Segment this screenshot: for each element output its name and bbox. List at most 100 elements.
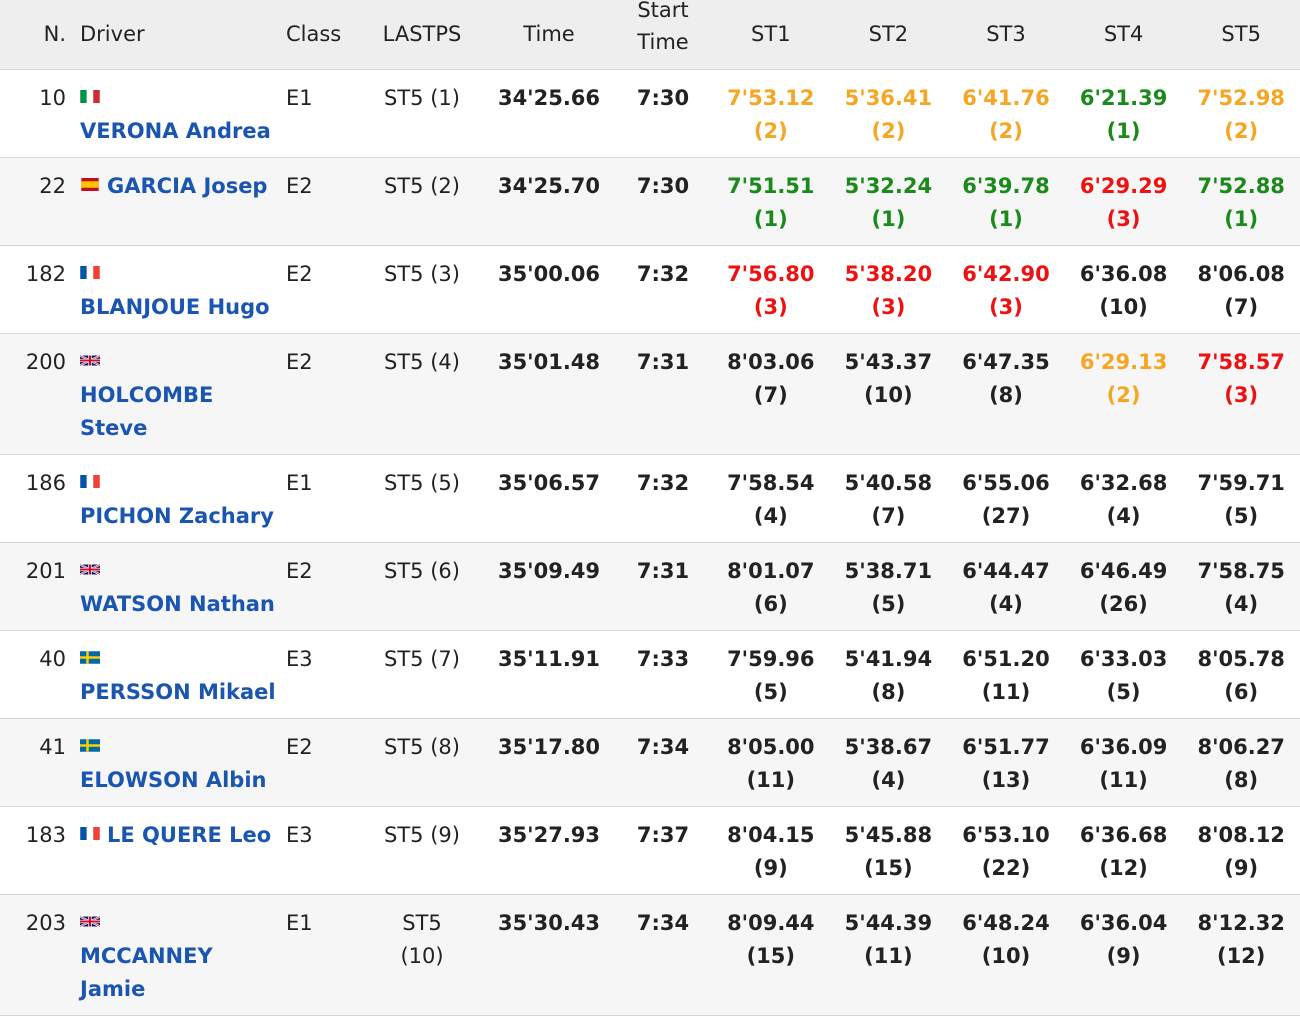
header-time[interactable]: Time xyxy=(484,0,614,70)
stage-2-cell: 5'36.41 (2) xyxy=(830,69,948,157)
stage-2-cell: 5'32.24 (1) xyxy=(830,157,948,245)
header-num[interactable]: N. xyxy=(0,0,76,70)
total-time: 35'00.06 xyxy=(497,261,601,286)
stage-time: 6'46.49 xyxy=(1079,558,1168,583)
stage-time: 7'52.98 xyxy=(1197,85,1285,110)
start-time: 7:30 xyxy=(636,85,690,110)
stage-time: 6'47.35 xyxy=(962,349,1050,374)
header-st2[interactable]: ST2 xyxy=(829,0,948,70)
stage-2-cell: 5'43.37 (10) xyxy=(830,333,948,454)
driver-link[interactable]: VERONA Andrea xyxy=(80,118,271,143)
stage-time: 8'12.32 xyxy=(1197,910,1285,935)
france-flag-icon xyxy=(80,827,100,840)
car-number: 40 xyxy=(39,646,66,671)
stage-position: (11) xyxy=(981,679,1031,704)
table-header-row: N. Driver Class LASTPS Time Start Time S… xyxy=(0,0,1300,70)
spain-flag-icon xyxy=(80,178,100,191)
total-time: 35'01.48 xyxy=(497,349,601,374)
stage-4-cell: 6'36.08 (10) xyxy=(1065,245,1183,333)
start-time: 7:32 xyxy=(636,261,690,286)
stage-position: (2) xyxy=(1224,118,1259,143)
table-row: 10 VERONA Andrea E1 ST5 (1) 34'25.66 7:30 7'53… xyxy=(0,69,1300,157)
stage-position: (11) xyxy=(746,767,795,792)
stage-position: (3) xyxy=(989,294,1023,319)
car-number: 41 xyxy=(39,734,66,759)
driver-link[interactable]: MCCANNEY Jamie xyxy=(80,943,213,1001)
header-st3[interactable]: ST3 xyxy=(947,0,1065,70)
stage-2-cell: 5'45.88 (15) xyxy=(830,806,948,894)
stage-time: 5'45.88 xyxy=(844,822,933,847)
stage-time: 6'44.47 xyxy=(962,558,1050,583)
header-start-time[interactable]: Start Time xyxy=(614,0,712,70)
total-time: 35'06.57 xyxy=(497,470,601,495)
total-time: 34'25.70 xyxy=(497,173,601,198)
driver-link[interactable]: LE QUERE Leo xyxy=(107,822,272,847)
stage-1-cell: 7'59.96 (5) xyxy=(712,630,830,718)
stage-1-cell: 8'05.00 (11) xyxy=(712,718,830,806)
driver-cell: PERSSON Mikael xyxy=(76,630,282,718)
header-lastps[interactable]: LASTPS xyxy=(360,0,484,70)
driver-link[interactable]: GARCIA Josep xyxy=(107,173,268,198)
stage-5-cell: 7'52.98 (2) xyxy=(1182,69,1300,157)
table-row: 200 HOLCOMBE Steve E2 ST5 (4) 35'01.48 7:31 8'… xyxy=(0,333,1300,454)
stage-time: 6'39.78 xyxy=(962,173,1050,198)
driver-link[interactable]: WATSON Nathan xyxy=(80,591,275,616)
stage-5-cell: 8'08.12 (9) xyxy=(1182,806,1300,894)
stage-position: (8) xyxy=(1224,767,1259,792)
stage-position: (3) xyxy=(1106,206,1141,231)
stage-3-cell: 6'48.24 (10) xyxy=(947,894,1065,1015)
start-time: 7:30 xyxy=(636,173,690,198)
stage-time: 6'36.04 xyxy=(1079,910,1168,935)
stage-time: 6'32.68 xyxy=(1079,470,1168,495)
stage-position: (3) xyxy=(871,294,906,319)
stage-3-cell: 6'53.10 (22) xyxy=(947,806,1065,894)
stage-3-cell: 6'42.90 (3) xyxy=(947,245,1065,333)
stage-4-cell: 6'36.09 (11) xyxy=(1065,718,1183,806)
driver-cell: VERONA Andrea xyxy=(76,69,282,157)
stage-position: (13) xyxy=(981,767,1031,792)
table-row: 203 MCCANNEY Jamie E1 ST5 (10) 35'30.43 7:34 8… xyxy=(0,894,1300,1015)
stage-time: 6'21.39 xyxy=(1079,85,1168,110)
stage-position: (12) xyxy=(1099,855,1148,880)
header-st4[interactable]: ST4 xyxy=(1064,0,1183,70)
stage-time: 8'05.00 xyxy=(727,734,815,759)
table-body: 10 VERONA Andrea E1 ST5 (1) 34'25.66 7:30 7'53… xyxy=(0,69,1300,1015)
stage-time: 7'51.51 xyxy=(727,173,815,198)
stage-1-cell: 7'51.51 (1) xyxy=(712,157,830,245)
stage-time: 6'51.77 xyxy=(962,734,1050,759)
stage-3-cell: 6'41.76 (2) xyxy=(947,69,1065,157)
stage-time: 6'36.09 xyxy=(1079,734,1168,759)
uk-flag-icon xyxy=(80,563,100,576)
stage-3-cell: 6'44.47 (4) xyxy=(947,542,1065,630)
stage-2-cell: 5'38.67 (4) xyxy=(830,718,948,806)
table-row: 186 PICHON Zachary E1 ST5 (5) 35'06.57 7:32 7'… xyxy=(0,454,1300,542)
stage-1-cell: 8'03.06 (7) xyxy=(712,333,830,454)
stage-position: (1) xyxy=(1224,206,1259,231)
stage-position: (22) xyxy=(981,855,1031,880)
header-driver[interactable]: Driver xyxy=(76,0,282,70)
stage-position: (1) xyxy=(871,206,906,231)
stage-position: (26) xyxy=(1099,591,1148,616)
driver-cell: MCCANNEY Jamie xyxy=(76,894,282,1015)
driver-link[interactable]: PICHON Zachary xyxy=(80,503,274,528)
driver-link[interactable]: ELOWSON Albin xyxy=(80,767,267,792)
lastps-cell: ST5 (7) xyxy=(384,646,460,671)
lastps-cell: ST5 (8) xyxy=(384,734,460,759)
car-number: 201 xyxy=(25,558,66,583)
header-class[interactable]: Class xyxy=(282,0,360,70)
driver-cell: HOLCOMBE Steve xyxy=(76,333,282,454)
driver-link[interactable]: BLANJOUE Hugo xyxy=(80,294,270,319)
lastps-cell: ST5 (5) xyxy=(384,470,460,495)
stage-time: 5'40.58 xyxy=(844,470,933,495)
driver-link[interactable]: HOLCOMBE Steve xyxy=(80,382,214,440)
class-cell: E1 xyxy=(286,85,313,110)
driver-link[interactable]: PERSSON Mikael xyxy=(80,679,276,704)
header-st1[interactable]: ST1 xyxy=(712,0,830,70)
car-number: 200 xyxy=(25,349,66,374)
lastps-cell: ST5 (9) xyxy=(384,822,460,847)
stage-position: (5) xyxy=(871,591,906,616)
car-number: 10 xyxy=(39,85,66,110)
stage-1-cell: 7'56.80 (3) xyxy=(712,245,830,333)
header-st5[interactable]: ST5 xyxy=(1182,0,1300,70)
stage-4-cell: 6'33.03 (5) xyxy=(1065,630,1183,718)
